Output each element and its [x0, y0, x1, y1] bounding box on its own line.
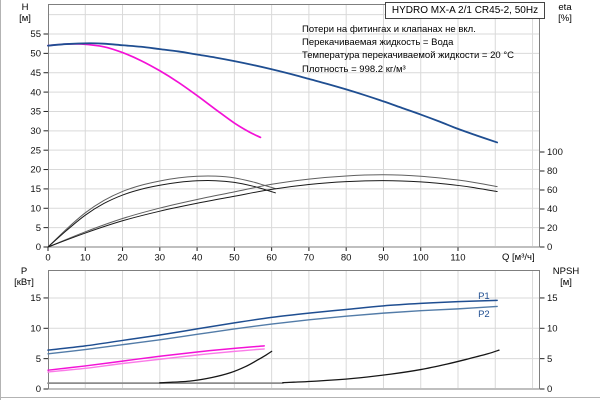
curve-h-1pump [47, 42, 262, 139]
axis-label-q: Q [м³/ч] [502, 252, 535, 263]
tick-label: 15 [547, 293, 558, 304]
tick-label: 5 [547, 354, 552, 365]
tick-label: 50 [30, 49, 41, 60]
curve-p2-2pumps [47, 305, 498, 355]
conditions-notes: Потери на фитингах и клапанах не вкл. Пе… [302, 23, 514, 76]
tick-label: 5 [36, 223, 41, 234]
tick-label: 0 [547, 384, 552, 395]
tick-label: 70 [304, 253, 315, 264]
tick-label: 100 [547, 147, 563, 158]
axis-p-unit: [кВт] [14, 277, 34, 288]
curve-eta-2pumps-lower [47, 180, 498, 248]
axis-npsh-name: NPSH [552, 266, 580, 277]
tick-label: 10 [30, 203, 41, 214]
axis-label-eta: eta [%] [550, 2, 580, 24]
curve-npsh-2pumps [282, 349, 500, 384]
curve-eta-2pumps-upper [47, 174, 498, 248]
tick-label: 15 [30, 293, 41, 304]
tick-label: 60 [266, 253, 277, 264]
note-line: Перекачиваемая жидкость = Вода [302, 37, 454, 49]
tick-label: 10 [547, 324, 558, 335]
axis-p-name: P [20, 266, 28, 277]
axis-h-name: H [21, 2, 29, 13]
curve-eta-1pump-lower [47, 180, 276, 248]
top-plot-frame [48, 4, 540, 248]
axis-label-npsh: NPSH [м] [546, 266, 586, 288]
tick-label: 0 [36, 384, 41, 395]
tick-label: 90 [378, 253, 389, 264]
curve-label-p1: P1 [478, 291, 490, 303]
window-edge-bottom [0, 397, 600, 398]
tick-label: 20 [547, 223, 558, 234]
tick-label: 40 [192, 253, 203, 264]
note-line: Потери на фитингах и клапанах не вкл. [302, 24, 476, 35]
tick-label: 30 [30, 126, 41, 137]
tick-label: 40 [30, 87, 41, 98]
tick-label: 10 [30, 324, 41, 335]
tick-label: 60 [547, 185, 558, 196]
tick-label: 15 [30, 184, 41, 195]
axis-eta-name: eta [558, 2, 572, 13]
tick-label: 35 [30, 107, 41, 118]
axis-npsh-unit: [м] [560, 277, 572, 288]
tick-label: 45 [30, 68, 41, 79]
tick-label: 55 [30, 29, 41, 40]
tick-label: 20 [117, 253, 128, 264]
curve-p1-1pump [47, 345, 265, 371]
note-line: Плотность = 998.2 кг/м³ [302, 63, 406, 75]
tick-label: 0 [36, 242, 41, 253]
window-edge-left [0, 0, 1, 400]
curve-npsh-1pump [159, 350, 273, 384]
tick-label: 50 [229, 253, 240, 264]
curve-p1-2pumps [47, 299, 498, 351]
axis-eta-unit: [%] [558, 13, 572, 24]
tick-label: 30 [155, 253, 166, 264]
curve-h-2pumps [47, 42, 499, 144]
curve-label-p2: P2 [478, 308, 490, 320]
tick-label: 5 [36, 354, 41, 365]
tick-label: 100 [413, 253, 429, 264]
tick-label: 40 [547, 204, 558, 215]
bottom-plot-frame [48, 270, 540, 390]
tick-label: 25 [30, 145, 41, 156]
curve-eta-1pump-upper [47, 175, 276, 248]
axis-label-p: P [кВт] [8, 266, 40, 288]
tick-label: 80 [547, 166, 558, 177]
axis-label-h: H [м] [12, 2, 38, 24]
chart-title: HYDRO MX-A 2/1 CR45-2, 50Hz [385, 2, 545, 19]
axis-h-unit: [м] [19, 13, 31, 24]
tick-label: 0 [547, 242, 552, 253]
tick-label: 20 [30, 165, 41, 176]
curve-p2-1pump [47, 348, 265, 373]
note-line: Температура перекачиваемой жидкости = 20… [302, 50, 514, 62]
tick-label: 10 [80, 253, 91, 264]
tick-label: 80 [341, 253, 352, 264]
tick-label: 110 [450, 253, 465, 264]
tick-label: 0 [45, 253, 50, 264]
